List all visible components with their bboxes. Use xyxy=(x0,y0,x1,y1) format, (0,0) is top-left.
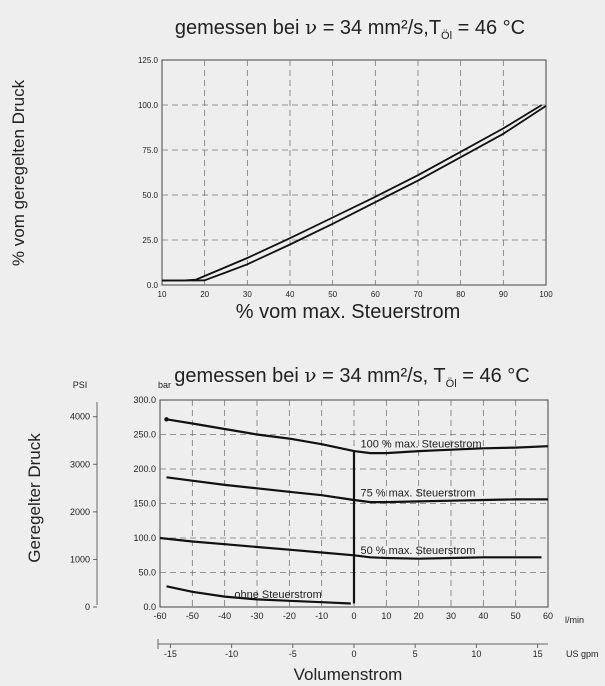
chart1-plot-area: 10 20 30 40 50 60 70 80 90 100 0.0 25.0 50.0 75.0 100… xyxy=(138,56,553,299)
chart2-x-tick-label: 60 xyxy=(543,611,553,621)
chart2-series-start-dot xyxy=(164,417,169,422)
chart2-series-label: ohne Steuerstrom xyxy=(234,589,321,601)
chart2-x-ticks: -60 -50 -40 -30 -20 -10 0 10 20 30 40 50 60 xyxy=(153,611,553,621)
chart2-y2-unit: PSI xyxy=(73,380,88,390)
chart2-series-label: 75 % max. Steuerstrom xyxy=(360,488,475,500)
chart2-secondary-y-axis: 0 1000 2000 3000 4000 xyxy=(70,402,98,612)
chart2-x-tick-label: 50 xyxy=(511,611,521,621)
chart2-y2-tick-label: 0 xyxy=(85,602,90,612)
chart2-y-tick-label: 50.0 xyxy=(138,568,156,578)
chart2-x-tick-label: 0 xyxy=(351,611,356,621)
chart2-y-ticks: 0.0 50.0 100.0 150.0 200.0 250.0 300.0 xyxy=(133,395,156,612)
chart2-x-unit: l/min xyxy=(565,615,584,625)
chart2-x2-tick-label: 10 xyxy=(471,649,481,659)
chart2-series-line-2 xyxy=(166,476,548,504)
chart2-series-line-4 xyxy=(166,585,351,605)
chart2-x-tick-label: -60 xyxy=(153,611,166,621)
chart1-title: gemessen bei ν = 34 mm²/s,TÖl = 46 °C xyxy=(175,15,525,42)
chart2-y2-tick-label: 1000 xyxy=(70,554,90,564)
chart1-series-line-2 xyxy=(162,105,547,282)
chart2-series xyxy=(159,417,549,605)
chart2-y2-tick-label: 3000 xyxy=(70,459,90,469)
chart1-y-tick-label: 0.0 xyxy=(147,281,159,290)
chart2-x-tick-label: -50 xyxy=(186,611,199,621)
chart2-annotations: 100 % max. Steuerstrom 75 % max. Steuerst… xyxy=(234,439,481,601)
chart1-x-axis-label: % vom max. Steuerstrom xyxy=(236,301,461,323)
chart1-x-tick-label: 40 xyxy=(286,290,295,299)
chart2-x-tick-label: 30 xyxy=(446,611,456,621)
chart2-x2-tick-label: 15 xyxy=(533,649,543,659)
chart1-x-tick-label: 10 xyxy=(158,290,167,299)
chart2-x2-tick-label: -15 xyxy=(164,649,177,659)
chart2-y-tick-label: 300.0 xyxy=(133,395,156,405)
chart1-series-line-1 xyxy=(162,104,543,282)
chart2-y-tick-label: 150.0 xyxy=(133,499,156,509)
chart1-y-ticks: 0.0 25.0 50.0 75.0 100.0 125.0 xyxy=(138,56,159,290)
chart1-x-tick-label: 30 xyxy=(243,290,252,299)
chart1-x-tick-label: 80 xyxy=(456,290,465,299)
chart2-series-label: 50 % max. Steuerstrom xyxy=(360,545,475,557)
chart2-x2-tick-label: 0 xyxy=(351,649,356,659)
chart1-x-tick-label: 50 xyxy=(328,290,337,299)
chart2-y2-tick-label: 2000 xyxy=(70,507,90,517)
chart2-series-label: 100 % max. Steuerstrom xyxy=(360,439,481,451)
chart2-x2-tick-label: 5 xyxy=(413,649,418,659)
chart2-x-tick-label: -10 xyxy=(315,611,328,621)
chart2-x-tick-label: -30 xyxy=(250,611,263,621)
chart1-y-tick-label: 100.0 xyxy=(138,101,159,110)
chart2-x2-tick-label: -5 xyxy=(289,649,297,659)
chart1-x-tick-label: 60 xyxy=(371,290,380,299)
chart2-y2-tick-label: 4000 xyxy=(70,412,90,422)
chart1-y-tick-label: 125.0 xyxy=(138,56,159,65)
chart2-y-tick-label: 0.0 xyxy=(143,602,156,612)
chart1-x-tick-label: 100 xyxy=(539,290,553,299)
chart1-x-tick-label: 20 xyxy=(200,290,209,299)
chart2-y-unit: bar xyxy=(158,380,171,390)
chart1-y-axis-label: % vom geregelten Druck xyxy=(9,79,28,266)
chart1-y-tick-label: 25.0 xyxy=(142,236,158,245)
chart2-x2-unit: US gpm xyxy=(566,649,599,659)
chart2-x-tick-label: -20 xyxy=(283,611,296,621)
chart2-series-line-1 xyxy=(166,418,549,455)
chart2-title: gemessen bei ν = 34 mm²/s, TÖl = 46 °C xyxy=(174,363,529,390)
chart2-secondary-x-axis: -15 -10 -5 0 5 10 15 xyxy=(157,639,548,659)
chart1-grid xyxy=(162,60,546,285)
chart2-plot-area: -60 -50 -40 -30 -20 -10 0 10 20 30 40 50 60 0.0 50.0 1… xyxy=(133,395,553,621)
chart2-y-tick-label: 250.0 xyxy=(133,430,156,440)
chart2-x-tick-label: 10 xyxy=(381,611,391,621)
chart2-y-tick-label: 100.0 xyxy=(133,533,156,543)
chart1-y-tick-label: 75.0 xyxy=(142,146,158,155)
chart2-x-axis-label: Volumenstrom xyxy=(294,665,403,684)
chart2-x2-tick-label: -10 xyxy=(225,649,238,659)
chart1-x-tick-label: 70 xyxy=(414,290,423,299)
chart1-x-tick-label: 90 xyxy=(499,290,508,299)
chart1-x-ticks: 10 20 30 40 50 60 70 80 90 100 xyxy=(158,290,554,299)
chart1-y-tick-label: 50.0 xyxy=(142,191,158,200)
chart2-x-tick-label: 40 xyxy=(478,611,488,621)
chart2-y-axis-label: Geregelter Druck xyxy=(25,433,44,563)
chart2-y-tick-label: 200.0 xyxy=(133,464,156,474)
chart2-x-tick-label: -40 xyxy=(218,611,231,621)
chart2-series-line-3 xyxy=(159,536,542,560)
chart1-series xyxy=(162,104,547,282)
chart1-frame xyxy=(161,59,547,286)
chart2-x-tick-label: 20 xyxy=(414,611,424,621)
